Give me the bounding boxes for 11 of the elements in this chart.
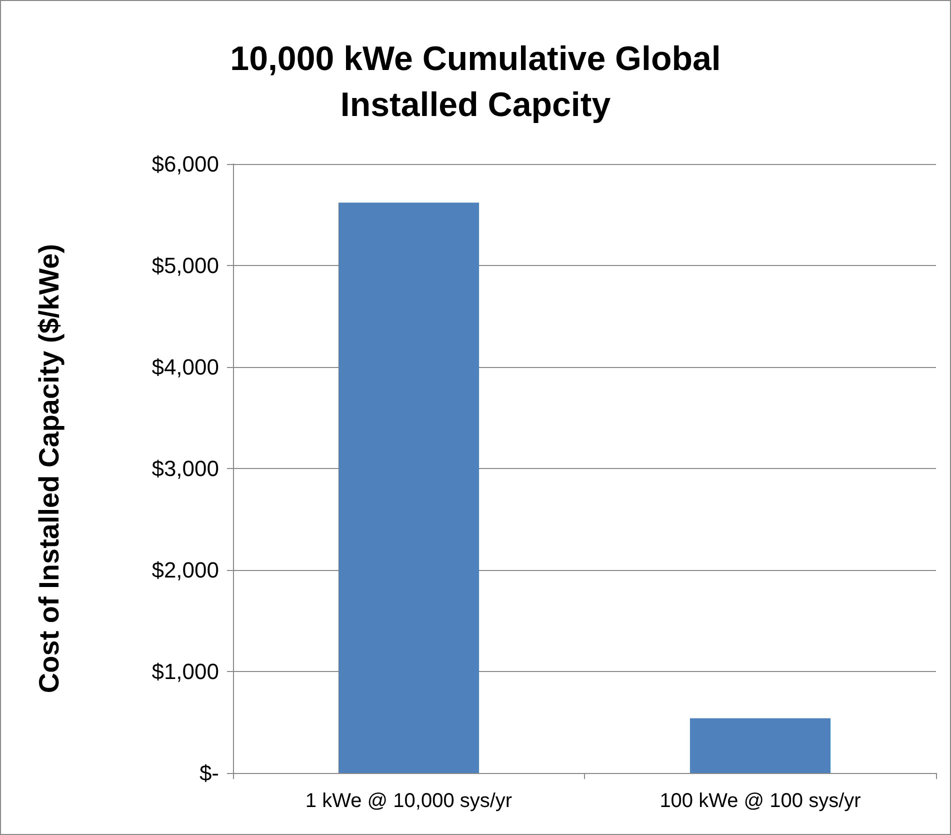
chart-title: 10,000 kWe Cumulative Global Installed Capcity — [230, 40, 721, 124]
x-tick-label: 100 kWe @ 100 sys/yr — [660, 790, 862, 812]
y-tick-label: $5,000 — [152, 253, 219, 278]
y-tick-label: $6,000 — [152, 152, 219, 176]
y-tick-label: $1,000 — [152, 659, 219, 684]
x-tick-label: 1 kWe @ 10,000 sys/yr — [305, 790, 512, 812]
y-tick-label: $- — [199, 760, 219, 786]
y-tick-label: $4,000 — [152, 354, 219, 380]
y-tick-label: $2,000 — [152, 558, 219, 582]
y-axis-title: Cost of Installed Capacity ($/kWe) — [34, 244, 64, 694]
y-tick-label: $3,000 — [152, 456, 219, 481]
